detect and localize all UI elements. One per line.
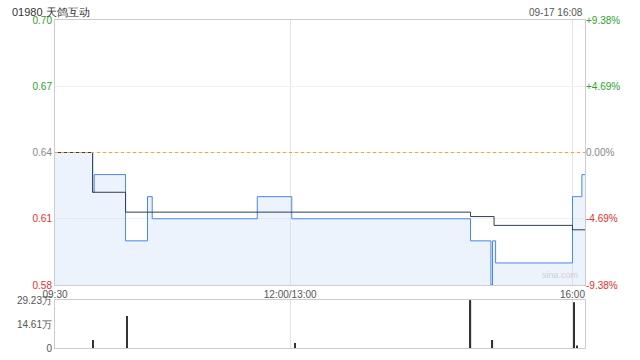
svg-text:0.64: 0.64 bbox=[33, 147, 53, 158]
svg-text:01980 天鸽互动: 01980 天鸽互动 bbox=[12, 6, 90, 18]
svg-text:12:00/13:00: 12:00/13:00 bbox=[264, 289, 317, 300]
svg-text:0.00%: 0.00% bbox=[586, 147, 614, 158]
svg-text:16:00: 16:00 bbox=[560, 289, 585, 300]
svg-text:14.61万: 14.61万 bbox=[17, 319, 52, 330]
svg-text:29.23万: 29.23万 bbox=[17, 295, 52, 306]
svg-text:+4.69%: +4.69% bbox=[586, 81, 620, 92]
svg-text:0: 0 bbox=[46, 343, 52, 354]
svg-text:0.61: 0.61 bbox=[33, 213, 53, 224]
svg-text:0.58: 0.58 bbox=[33, 280, 53, 291]
svg-text:09:30: 09:30 bbox=[42, 289, 67, 300]
svg-text:0.70: 0.70 bbox=[33, 15, 53, 26]
svg-text:+9.38%: +9.38% bbox=[586, 15, 620, 26]
svg-text:-9.38%: -9.38% bbox=[586, 280, 618, 291]
svg-text:sina.com: sina.com bbox=[542, 270, 578, 280]
svg-text:-4.69%: -4.69% bbox=[586, 213, 618, 224]
svg-text:0.67: 0.67 bbox=[33, 81, 53, 92]
svg-text:09-17 16:08: 09-17 16:08 bbox=[529, 7, 583, 18]
